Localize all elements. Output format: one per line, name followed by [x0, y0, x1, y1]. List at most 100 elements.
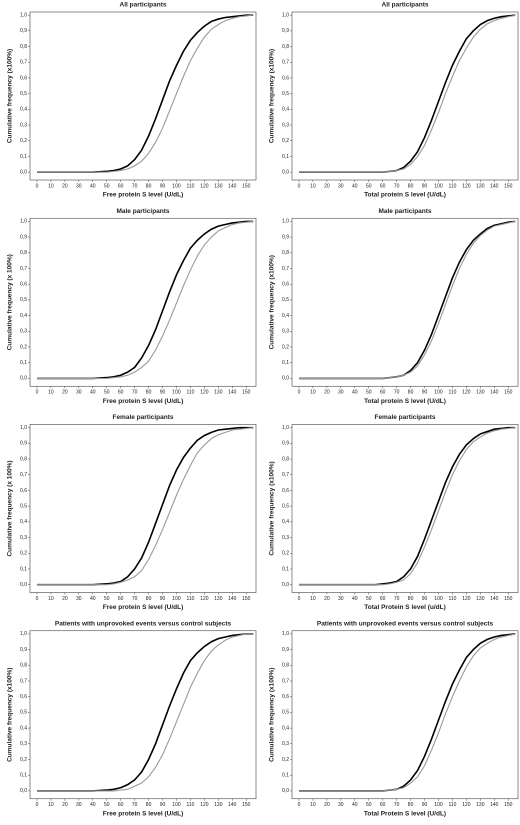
x-tick-label: 150: [504, 390, 513, 396]
x-tick-label: 130: [214, 183, 223, 189]
x-tick-label: 150: [242, 802, 251, 808]
x-tick-label: 80: [146, 596, 152, 602]
x-tick-label: 0: [298, 596, 301, 602]
y-tick-label: 0,8: [282, 44, 289, 50]
y-tick-label: 0,8: [20, 250, 27, 256]
x-tick-label: 130: [476, 802, 485, 808]
y-tick-label: 0,3: [20, 535, 27, 541]
x-tick-label: 30: [76, 596, 82, 602]
cdf-line: [36, 427, 254, 586]
x-axis-label: Free protein S level (U/dL): [103, 810, 184, 817]
x-tick-label: 50: [104, 596, 110, 602]
cdf-line: [36, 633, 254, 792]
cdf-line: [36, 14, 254, 173]
y-tick-label: 0,3: [20, 741, 27, 747]
y-axis-label: Cumulative frequency (x100%): [7, 668, 14, 762]
x-tick-label: 70: [132, 802, 138, 808]
x-tick-label: 10: [48, 183, 54, 189]
plot-frame: [29, 11, 257, 181]
y-tick-label: 0,5: [282, 503, 289, 509]
x-tick-label: 70: [394, 802, 400, 808]
y-tick-label: 1,0: [282, 631, 289, 637]
y-tick-label: 1,0: [282, 12, 289, 18]
x-tick-label: 130: [476, 390, 485, 396]
x-tick-label: 80: [408, 390, 414, 396]
x-tick-label: 80: [146, 183, 152, 189]
y-tick-label: 0,3: [20, 122, 27, 128]
x-tick-label: 140: [490, 596, 499, 602]
x-tick-label: 30: [76, 802, 82, 808]
cdf-line: [36, 426, 254, 586]
x-tick-label: 40: [90, 596, 96, 602]
y-tick-label: 0,7: [282, 60, 289, 66]
y-tick-label: 0,6: [282, 488, 289, 494]
x-tick-label: 60: [380, 802, 386, 808]
y-tick-label: 1,0: [20, 219, 27, 225]
x-tick-label: 60: [380, 596, 386, 602]
x-tick-label: 150: [242, 183, 251, 189]
x-tick-label: 90: [422, 802, 428, 808]
y-tick-label: 0,1: [20, 566, 27, 572]
chart-title: Female participants: [374, 414, 435, 421]
x-tick-label: 30: [338, 596, 344, 602]
y-tick-label: 0,7: [20, 472, 27, 478]
x-tick-label: 90: [160, 183, 166, 189]
y-tick-label: 0,9: [20, 234, 27, 240]
x-tick-label: 40: [352, 802, 358, 808]
x-tick-label: 60: [380, 390, 386, 396]
x-tick-label: 70: [132, 596, 138, 602]
y-tick-label: 0,1: [20, 360, 27, 366]
y-tick-label: 0,4: [20, 107, 27, 113]
chart-panel: Patients with unprovoked events versus c…: [269, 620, 519, 817]
x-tick-label: 30: [76, 183, 82, 189]
chart-title: Male participants: [378, 208, 431, 215]
y-tick-label: 0,4: [20, 725, 27, 731]
y-axis-label: Cumulative frequency (x100%): [269, 255, 276, 349]
x-tick-label: 20: [62, 596, 68, 602]
plot-frame: [291, 217, 519, 387]
y-tick-label: 0,2: [20, 757, 27, 763]
y-tick-label: 0,3: [282, 535, 289, 541]
x-tick-label: 0: [298, 802, 301, 808]
x-axis-label: Free protein S level (U/dL): [103, 192, 184, 199]
x-tick-label: 150: [242, 596, 251, 602]
y-tick-label: 0,9: [282, 647, 289, 653]
y-tick-label: 0,6: [282, 694, 289, 700]
y-tick-label: 0,1: [282, 773, 289, 779]
y-tick-label: 0,0: [20, 582, 27, 588]
x-tick-label: 60: [118, 390, 124, 396]
x-tick-label: 130: [476, 596, 485, 602]
x-tick-label: 50: [366, 596, 372, 602]
y-tick-label: 0,2: [20, 138, 27, 144]
x-tick-label: 20: [62, 390, 68, 396]
x-tick-label: 40: [90, 390, 96, 396]
x-tick-label: 120: [462, 390, 471, 396]
cdf-line: [36, 14, 254, 173]
y-tick-label: 0,7: [282, 678, 289, 684]
x-axis-label: Free protein S level (U/dL): [103, 398, 184, 405]
y-tick-label: 0,8: [20, 456, 27, 462]
x-tick-label: 0: [36, 802, 39, 808]
x-axis-label: Free protein S level (U/dL): [103, 604, 184, 611]
x-tick-label: 100: [434, 183, 443, 189]
x-tick-label: 80: [146, 802, 152, 808]
y-tick-label: 0,5: [282, 91, 289, 97]
x-tick-label: 150: [504, 802, 513, 808]
x-tick-label: 50: [104, 802, 110, 808]
cdf-line: [298, 14, 516, 173]
y-tick-label: 0,0: [282, 582, 289, 588]
y-tick-label: 0,1: [20, 773, 27, 779]
x-tick-label: 50: [366, 390, 372, 396]
plot-frame: [29, 630, 257, 800]
x-tick-label: 100: [172, 802, 181, 808]
x-tick-label: 0: [36, 596, 39, 602]
y-tick-label: 0,5: [20, 297, 27, 303]
y-tick-label: 0,9: [282, 28, 289, 34]
x-tick-label: 0: [298, 183, 301, 189]
y-tick-label: 0,5: [282, 710, 289, 716]
x-tick-label: 40: [352, 390, 358, 396]
x-tick-label: 50: [366, 802, 372, 808]
chart-panel: Patients with unprovoked events versus c…: [7, 620, 257, 817]
x-tick-label: 140: [490, 183, 499, 189]
